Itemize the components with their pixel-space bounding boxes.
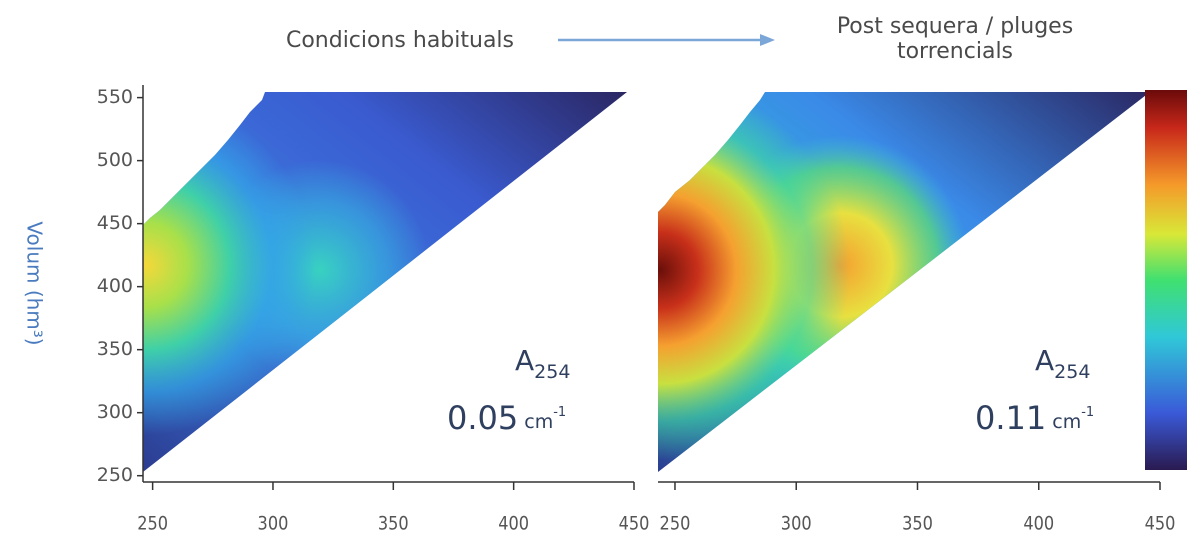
unit: cm <box>524 411 553 433</box>
x-tick-label: 250 <box>660 513 691 534</box>
subscript: 254 <box>534 361 570 383</box>
annotation-symbol: A254 <box>515 344 570 383</box>
annotation-symbol: A254 <box>1035 344 1090 383</box>
unit-exponent: -1 <box>553 405 566 420</box>
colorbar <box>1145 90 1187 470</box>
y-tick-label: 250 <box>97 464 133 486</box>
symbol: A <box>1035 344 1054 377</box>
x-tick-label: 350 <box>378 513 409 534</box>
value: 0.11 <box>975 399 1046 437</box>
x-tick-label: 400 <box>1023 513 1054 534</box>
chart-title: Post sequera / pluges torrencials <box>836 14 1074 64</box>
y-tick-label: 450 <box>97 212 133 234</box>
y-tick-label: 500 <box>97 149 133 171</box>
x-tick-label: 450 <box>619 513 650 534</box>
x-tick-label: 300 <box>781 513 812 534</box>
y-tick-label: 400 <box>97 275 133 297</box>
y-tick-label: 350 <box>97 338 133 360</box>
x-tick-label: 450 <box>1145 513 1176 534</box>
symbol: A <box>515 344 534 377</box>
unit-exponent: -1 <box>1081 405 1094 420</box>
subscript: 254 <box>1054 361 1090 383</box>
x-tick-label: 400 <box>498 513 529 534</box>
y-axis-label: Volum (hm³) <box>23 221 47 345</box>
value: 0.05 <box>447 399 518 437</box>
arrow-head <box>760 34 775 46</box>
chart-title: Condicions habituals <box>285 28 515 53</box>
annotation-value: 0.11 cm-1 <box>975 399 1094 437</box>
y-tick-label: 300 <box>97 401 133 423</box>
x-tick-label: 250 <box>137 513 168 534</box>
annotation-value: 0.05 cm-1 <box>447 399 566 437</box>
unit: cm <box>1052 411 1081 433</box>
y-tick-label: 550 <box>97 86 133 108</box>
x-tick-label: 350 <box>902 513 933 534</box>
x-tick-label: 300 <box>258 513 289 534</box>
